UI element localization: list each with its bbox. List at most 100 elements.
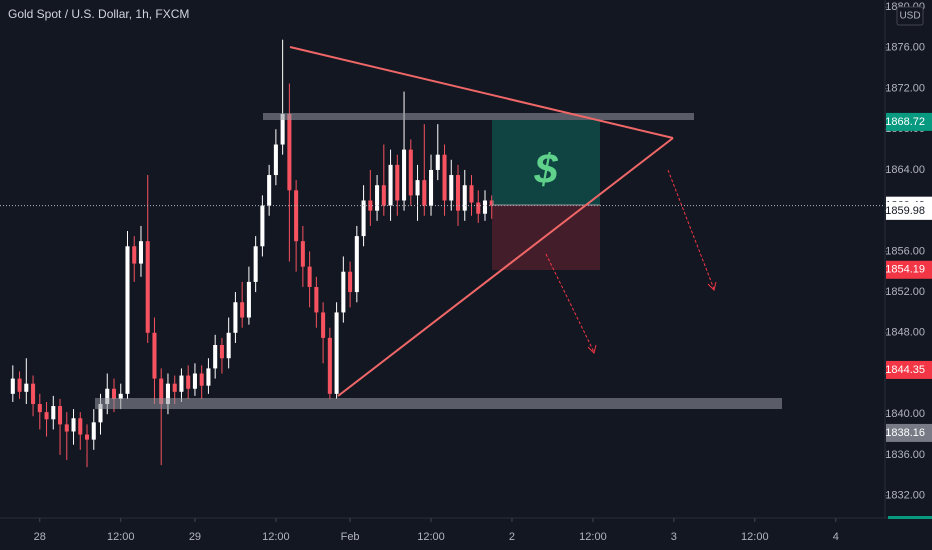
candle-body bbox=[348, 271, 353, 293]
candle-body bbox=[273, 144, 278, 176]
stop-zone[interactable] bbox=[492, 205, 600, 270]
candle-body bbox=[179, 375, 184, 392]
price-label-box bbox=[886, 112, 932, 131]
arrow[interactable] bbox=[667, 169, 715, 290]
candle-body bbox=[368, 200, 373, 211]
x-tick-label: 12:00 bbox=[262, 531, 290, 543]
candle-body bbox=[300, 241, 305, 267]
candle-body bbox=[145, 241, 150, 333]
candle-body bbox=[321, 312, 326, 338]
axis-corner bbox=[888, 516, 932, 519]
x-tick-label: Feb bbox=[341, 531, 360, 543]
triangle-lower[interactable] bbox=[337, 137, 674, 397]
candle-body bbox=[462, 185, 467, 211]
candle-body bbox=[186, 375, 191, 389]
candle-body bbox=[192, 373, 197, 389]
candle-body bbox=[307, 266, 312, 287]
x-tick-label: 12:00 bbox=[417, 531, 445, 543]
candle-body bbox=[402, 149, 407, 201]
triangle-upper[interactable] bbox=[289, 46, 674, 139]
candle-body bbox=[24, 383, 29, 392]
candle-body bbox=[415, 180, 420, 196]
y-tick-label: 1856.00 bbox=[885, 245, 925, 257]
candle-body bbox=[489, 200, 494, 206]
y-tick-label: 1832.00 bbox=[885, 490, 925, 502]
candle-body bbox=[98, 404, 103, 423]
candle-body bbox=[294, 190, 299, 242]
candle-body bbox=[111, 388, 117, 399]
candle-body bbox=[449, 175, 454, 201]
y-tick-label: 1876.00 bbox=[885, 42, 925, 54]
candle-body bbox=[17, 378, 22, 392]
candle-body bbox=[287, 113, 292, 191]
price-label-box bbox=[886, 360, 932, 379]
candle-body bbox=[246, 281, 251, 318]
support-zone[interactable] bbox=[95, 398, 782, 409]
candle-body bbox=[58, 406, 63, 425]
candle-body bbox=[84, 434, 90, 440]
candle-body bbox=[125, 246, 130, 394]
candle-body bbox=[31, 383, 36, 405]
resistance-zone[interactable] bbox=[263, 113, 694, 120]
candle-body bbox=[388, 164, 393, 206]
chart-title: Gold Spot / U.S. Dollar, 1h, FXCM bbox=[8, 7, 189, 21]
candle-body bbox=[469, 185, 474, 203]
candle-body bbox=[253, 246, 258, 282]
candle-body bbox=[199, 373, 204, 386]
candle-body bbox=[482, 200, 488, 214]
price-label-box bbox=[886, 423, 932, 442]
candle-body bbox=[165, 383, 170, 405]
candle-body bbox=[455, 175, 461, 211]
x-tick-label: 12:00 bbox=[579, 531, 607, 543]
candle-body bbox=[422, 180, 427, 206]
candle-body bbox=[213, 344, 218, 369]
y-tick-label: 1836.00 bbox=[885, 449, 925, 461]
x-tick-label: 3 bbox=[671, 531, 677, 543]
currency: USD bbox=[899, 11, 920, 22]
candle-body bbox=[71, 418, 76, 432]
y-tick-label: 1848.00 bbox=[885, 327, 925, 339]
price-label-box bbox=[886, 201, 932, 220]
candle-body bbox=[314, 286, 319, 313]
price-label: 1859.98 bbox=[885, 205, 925, 217]
candle-body bbox=[44, 412, 49, 420]
profit-zone[interactable] bbox=[492, 120, 600, 205]
candle-body bbox=[375, 185, 380, 211]
x-tick-label: 29 bbox=[189, 531, 201, 543]
candle-body bbox=[172, 383, 177, 392]
candle-body bbox=[152, 332, 157, 379]
candle-body bbox=[64, 424, 69, 432]
candle-body bbox=[78, 418, 83, 435]
arrow[interactable] bbox=[545, 253, 595, 353]
candle-body bbox=[91, 422, 96, 440]
arrow-head bbox=[587, 344, 597, 354]
x-tick-label: 12:00 bbox=[107, 531, 135, 543]
candle-body bbox=[361, 200, 366, 237]
dollar-icon: $ bbox=[533, 145, 558, 192]
x-tick-label: 2 bbox=[509, 531, 515, 543]
candle-body bbox=[476, 202, 481, 214]
y-tick-label: 1840.00 bbox=[885, 408, 925, 420]
candle-body bbox=[280, 113, 285, 145]
candle-body bbox=[138, 241, 144, 264]
candle-body bbox=[105, 388, 110, 405]
x-tick-label: 12:00 bbox=[741, 531, 769, 543]
candle-body bbox=[10, 378, 15, 394]
candle-body bbox=[341, 271, 346, 313]
candle-body bbox=[435, 154, 440, 170]
candle-body bbox=[354, 236, 359, 293]
price-label: 1854.19 bbox=[885, 264, 925, 276]
candle-body bbox=[37, 404, 42, 413]
price-label: 1844.35 bbox=[885, 364, 925, 376]
candle-body bbox=[267, 175, 272, 206]
candle-body bbox=[395, 164, 400, 201]
currency-box[interactable] bbox=[896, 6, 924, 26]
candle-body bbox=[226, 332, 231, 359]
candle-body bbox=[219, 344, 224, 359]
candle-body bbox=[51, 406, 56, 420]
candle-body bbox=[233, 302, 238, 333]
candle-body bbox=[260, 205, 265, 247]
